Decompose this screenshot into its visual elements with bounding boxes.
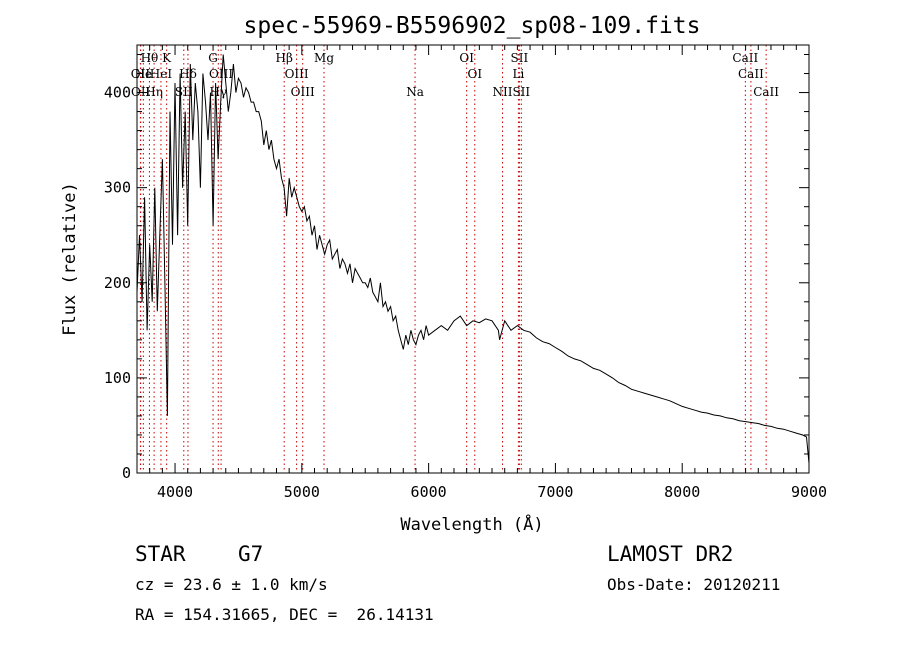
marker-label: HeI — [150, 67, 173, 81]
y-tick-label: 400 — [104, 84, 131, 102]
marker-label: Na — [406, 85, 424, 99]
x-tick-label: 4000 — [157, 483, 193, 501]
y-tick-label: 0 — [122, 464, 131, 482]
x-tick-label: 9000 — [791, 483, 827, 501]
spectral-line-markers: HθOIIOIIHeHηKHeIHδSIIGOIIIHγHβOIIIOIIIMg… — [131, 45, 779, 473]
sky-coordinates: RA = 154.31665, DEC = 26.14131 — [135, 605, 434, 624]
chart-title: spec-55969-B5596902_sp08-109.fits — [244, 13, 701, 39]
x-tick-label: 8000 — [664, 483, 700, 501]
y-tick-label: 200 — [104, 274, 131, 292]
marker-label: K — [162, 51, 172, 65]
marker-label: OIII — [291, 85, 315, 99]
marker-label: CaII — [732, 51, 758, 65]
marker-label: OII — [131, 85, 151, 99]
x-tick-label: 5000 — [284, 483, 320, 501]
survey-name: LAMOST DR2 — [607, 542, 734, 566]
marker-label: G — [208, 51, 218, 65]
axes: 4000 5000 6000 7000 8000 9000 0 100 200 300 400 — [104, 45, 827, 501]
marker-label: CaII — [738, 67, 764, 81]
object-subclass: G7 — [238, 542, 264, 566]
x-tick-label: 6000 — [411, 483, 447, 501]
marker-label: Hθ — [141, 51, 159, 65]
marker-label: OIII — [209, 67, 233, 81]
marker-label: Hγ — [209, 85, 227, 99]
marker-label: Hβ — [276, 51, 293, 65]
spectrum-line — [136, 54, 810, 464]
marker-label: SII — [511, 51, 529, 65]
marker-label: OI — [467, 67, 482, 81]
redshift-cz: cz = 23.6 ± 1.0 km/s — [135, 575, 328, 594]
marker-label: Mg — [314, 51, 334, 65]
marker-label: Hη — [145, 85, 163, 99]
marker-label: He — [135, 67, 153, 81]
marker-label: Li — [512, 67, 524, 81]
y-tick-label: 300 — [104, 179, 131, 197]
observation-date: Obs-Date: 20120211 — [607, 575, 781, 594]
y-axis-label: Flux (relative) — [60, 182, 80, 336]
marker-label: SII — [512, 85, 530, 99]
y-tick-label: 100 — [104, 369, 131, 387]
marker-label: NII — [493, 85, 513, 99]
object-class: STAR — [135, 542, 186, 566]
x-tick-label: 7000 — [537, 483, 573, 501]
marker-label: OIII — [285, 67, 309, 81]
marker-label: Hδ — [179, 67, 197, 81]
marker-label: CaII — [753, 85, 779, 99]
x-axis-label: Wavelength (Å) — [400, 513, 543, 535]
marker-label: OI — [459, 51, 474, 65]
plot-frame — [136, 44, 810, 474]
